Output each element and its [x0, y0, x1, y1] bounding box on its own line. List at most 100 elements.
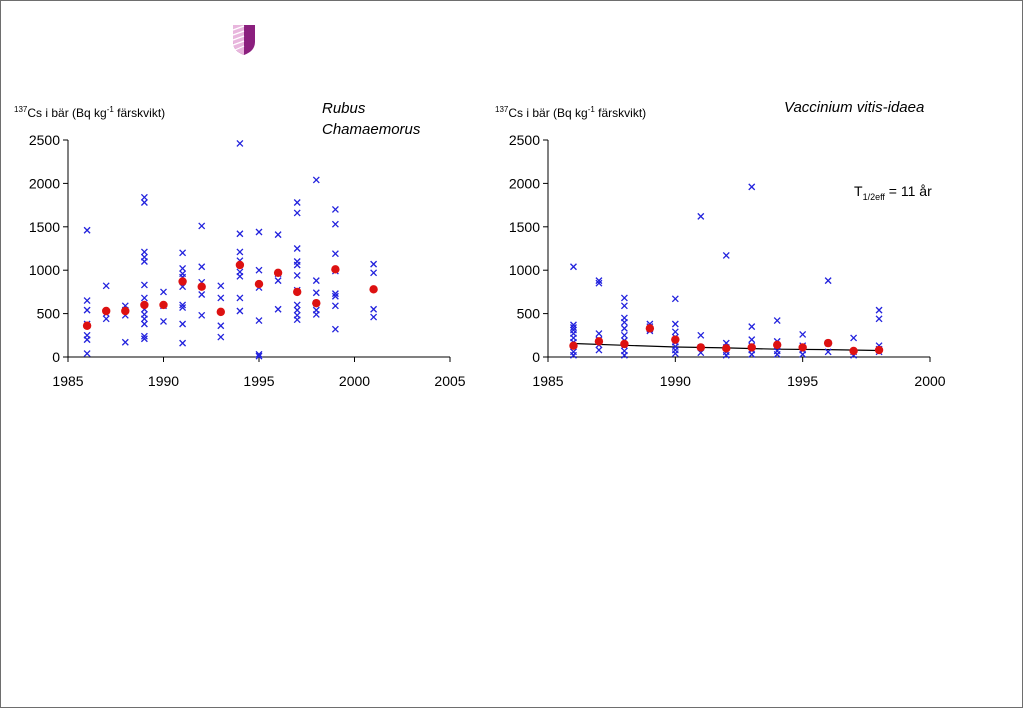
individual-sample-point	[140, 332, 148, 340]
chart-vaccinium-title: Vaccinium vitis-idaea	[784, 99, 924, 116]
mean-value-point	[620, 339, 629, 349]
individual-sample-point	[274, 305, 282, 313]
individual-sample-point	[620, 324, 628, 332]
individual-sample-point	[570, 321, 577, 329]
individual-sample-point	[179, 304, 187, 311]
individual-sample-point	[179, 320, 187, 328]
individual-sample-point	[236, 307, 244, 315]
half-life-annotation: T1/2eff = 11 år	[854, 183, 932, 202]
x-tick-label: 2000	[914, 373, 945, 389]
y-tick-label: 0	[532, 349, 540, 365]
individual-sample-point	[799, 350, 807, 358]
individual-sample-point	[160, 288, 167, 296]
mean-value-point	[254, 279, 264, 289]
y-tick-label: 500	[517, 306, 541, 322]
shield-logo-icon	[232, 25, 255, 55]
x-tick-label: 1985	[52, 373, 83, 389]
individual-sample-point	[217, 282, 225, 290]
chart-vaccinium: 137Cs i bär (Bq kg-1 färskvikt) Vacciniu…	[495, 99, 946, 389]
individual-sample-point	[671, 295, 679, 303]
individual-sample-point	[217, 294, 225, 302]
individual-sample-point	[293, 261, 301, 269]
individual-sample-point	[102, 315, 110, 323]
y-tick-label: 2000	[29, 175, 60, 191]
chart-rubus-title-line-1: Rubus	[322, 100, 366, 117]
individual-sample-point	[293, 271, 301, 279]
individual-sample-point	[748, 323, 756, 331]
mean-value-point	[671, 335, 680, 344]
mean-value-point	[273, 268, 283, 278]
mean-value-point	[645, 324, 655, 333]
mean-value-point	[874, 345, 884, 355]
individual-sample-point	[83, 297, 91, 305]
individual-sample-point	[570, 351, 577, 359]
individual-sample-point	[140, 335, 148, 343]
mean-value-point	[747, 343, 756, 352]
y-tick-label: 1000	[509, 262, 540, 278]
y-tick-label: 2500	[29, 132, 60, 148]
individual-sample-point	[620, 318, 628, 326]
mean-value-point	[159, 300, 168, 310]
individual-sample-point	[773, 350, 781, 358]
individual-sample-point	[255, 352, 263, 360]
individual-sample-point	[198, 311, 206, 319]
chart-vaccinium-axes: 0 500 1000 1500 2000 2500 1985 1990 1995 2000	[509, 132, 946, 389]
individual-sample-point	[236, 294, 244, 302]
mean-value-point	[121, 306, 130, 316]
chart-rubus-marks	[82, 140, 378, 360]
mean-value-point	[293, 287, 302, 297]
individual-sample-point	[722, 251, 730, 259]
mean-value-point	[696, 343, 705, 352]
individual-sample-point	[236, 230, 244, 238]
individual-sample-point	[255, 350, 263, 358]
y-tick-label: 1500	[29, 219, 60, 235]
x-tick-label: 1990	[148, 373, 179, 389]
individual-sample-point	[140, 199, 148, 206]
individual-sample-point	[370, 260, 378, 268]
y-tick-label: 500	[37, 306, 61, 322]
mean-value-point	[178, 277, 187, 286]
individual-sample-point	[620, 351, 628, 359]
individual-sample-point	[595, 279, 603, 287]
individual-sample-point	[312, 311, 320, 318]
individual-sample-point	[875, 315, 883, 323]
individual-sample-point	[198, 263, 206, 271]
individual-sample-point	[83, 336, 91, 344]
individual-sample-point	[331, 205, 339, 213]
individual-sample-point	[312, 289, 320, 297]
individual-sample-point	[140, 294, 148, 302]
individual-sample-point	[748, 350, 756, 358]
individual-sample-point	[198, 291, 206, 298]
individual-sample-point	[140, 281, 148, 289]
individual-sample-point	[236, 140, 244, 147]
mean-value-point	[331, 265, 340, 274]
y-tick-label: 0	[52, 349, 60, 365]
individual-sample-point	[773, 317, 781, 325]
individual-sample-point	[255, 266, 263, 274]
chart-rubus-title-line-2: Chamaemorus	[322, 121, 421, 138]
individual-sample-point	[293, 306, 301, 314]
individual-sample-point	[331, 325, 339, 333]
mean-value-point	[849, 346, 858, 356]
y-tick-label: 2500	[509, 132, 540, 148]
individual-sample-point	[671, 350, 679, 357]
individual-sample-point	[293, 316, 301, 324]
mean-value-point	[102, 306, 111, 316]
chart-rubus: 137Cs i bär (Bq kg-1 färskvikt) Rubus Ch…	[14, 100, 466, 389]
individual-sample-point	[140, 315, 148, 323]
individual-sample-point	[671, 328, 679, 336]
individual-sample-point	[331, 250, 339, 258]
individual-sample-point	[570, 263, 577, 271]
individual-sample-point	[312, 176, 320, 184]
mean-value-point	[722, 344, 731, 353]
individual-sample-point	[875, 306, 883, 314]
individual-sample-point	[217, 333, 225, 341]
mean-value-point	[197, 282, 206, 291]
individual-sample-point	[83, 350, 91, 357]
chart-rubus-ylabel: 137Cs i bär (Bq kg-1 färskvikt)	[14, 105, 165, 120]
individual-sample-point	[140, 320, 148, 328]
individual-sample-point	[824, 277, 832, 285]
individual-sample-point	[83, 306, 91, 314]
individual-sample-point	[179, 301, 187, 309]
mean-value-point	[140, 300, 149, 310]
